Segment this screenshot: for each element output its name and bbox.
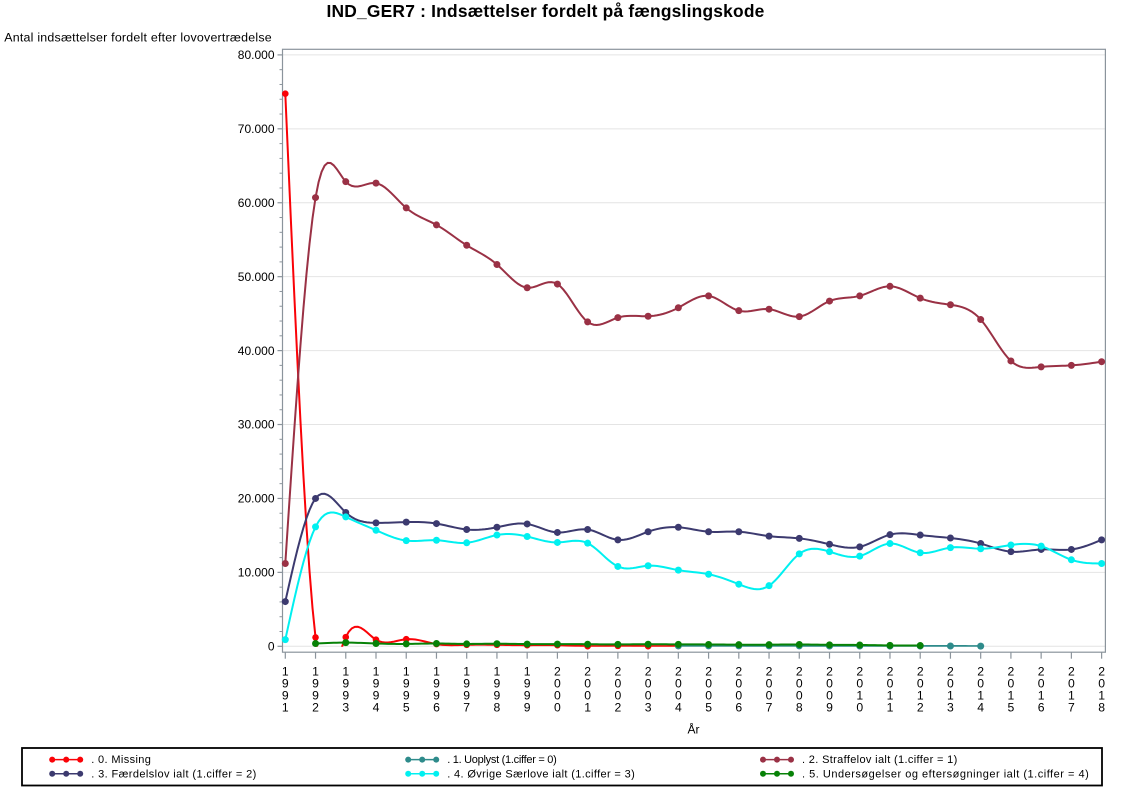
svg-text:0: 0 [268,640,275,654]
svg-text:10.000: 10.000 [238,566,275,580]
svg-text:År: År [688,722,700,737]
svg-text:. 5. Undersøgelser og eftersøg: . 5. Undersøgelser og eftersøgninger ial… [802,768,1089,780]
svg-text:IND_GER7 : Indsættelser fordel: IND_GER7 : Indsættelser fordelt på fængs… [326,1,764,21]
svg-text:. 0. Missing: . 0. Missing [91,754,151,766]
svg-text:80.000: 80.000 [238,48,275,62]
svg-text:50.000: 50.000 [238,270,275,284]
svg-text:. 1. Uoplyst (1.ciffer = 0): . 1. Uoplyst (1.ciffer = 0) [447,754,557,766]
svg-text:20.000: 20.000 [238,492,275,506]
svg-text:. 2. Straffelov ialt (1.ciffer: . 2. Straffelov ialt (1.ciffer = 1) [802,754,957,766]
svg-text:Antal indsættelser fordelt eft: Antal indsættelser fordelt efter lovover… [4,30,271,44]
svg-text:70.000: 70.000 [238,122,275,136]
svg-text:30.000: 30.000 [238,418,275,432]
svg-text:60.000: 60.000 [238,196,275,210]
svg-text:. 4. Øvrige Særlove ialt (1.ci: . 4. Øvrige Særlove ialt (1.ciffer = 3) [447,768,635,780]
svg-text:. 3. Færdelslov ialt (1.ciffer: . 3. Færdelslov ialt (1.ciffer = 2) [91,768,256,780]
svg-text:40.000: 40.000 [238,344,275,358]
